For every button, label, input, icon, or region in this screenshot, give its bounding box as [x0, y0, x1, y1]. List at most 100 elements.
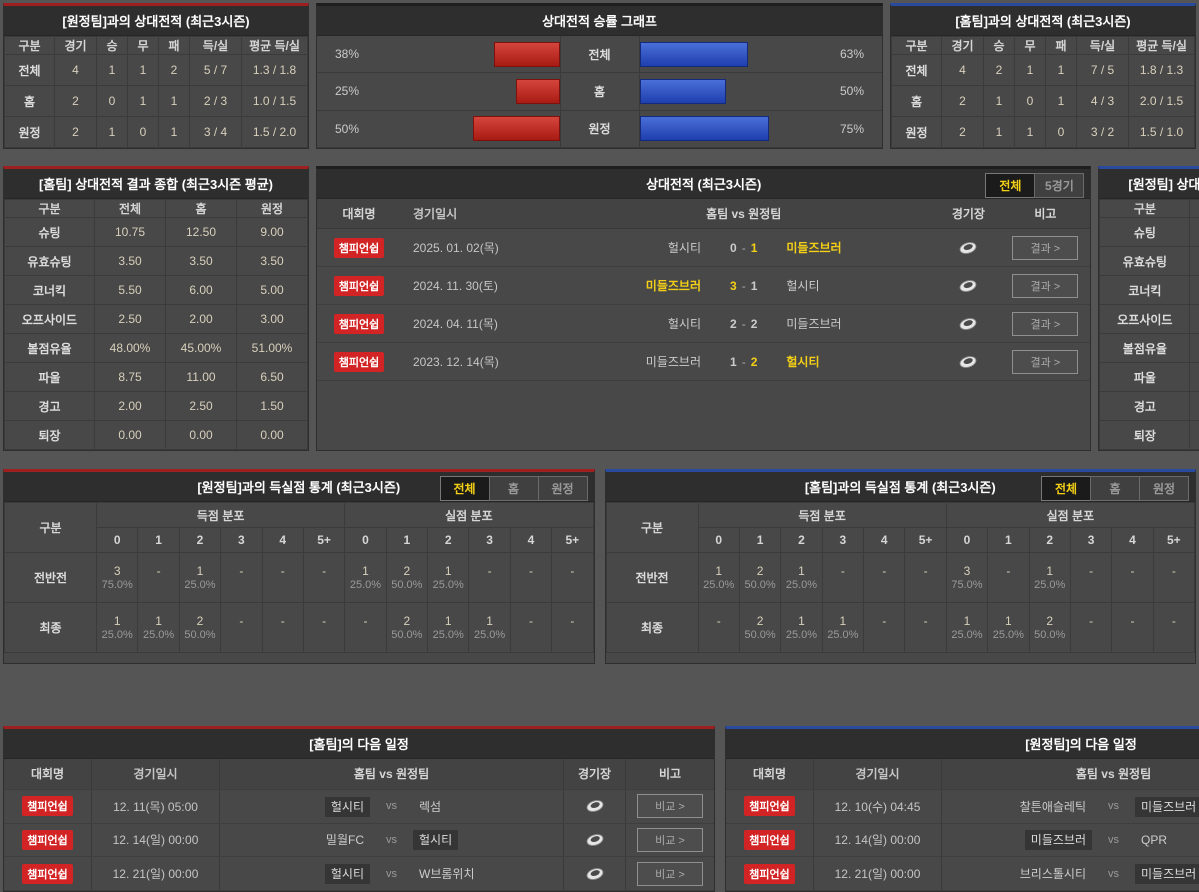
- stadium-icon[interactable]: [585, 867, 605, 881]
- compare-button[interactable]: 비교 >: [637, 861, 703, 886]
- percent: [1112, 579, 1152, 592]
- percent: [469, 579, 509, 592]
- result-button[interactable]: 결과 >: [1012, 235, 1079, 260]
- result-button[interactable]: 결과 >: [1012, 349, 1079, 374]
- percent: [1154, 579, 1194, 592]
- percent: 75.0%: [951, 578, 983, 591]
- chart-row: 50% 원정 75%: [317, 110, 882, 148]
- cell: 3 75.0%: [95, 552, 139, 603]
- cell: 45.00%: [165, 333, 237, 363]
- table-row: 유효슈팅 3.50 3.50 3.50: [4, 246, 308, 276]
- col-header-league: 대회명: [4, 759, 92, 789]
- row-label: 볼점유율: [4, 333, 95, 363]
- vs-label: vs: [386, 800, 397, 813]
- cell: 1.50: [236, 391, 308, 421]
- cell: 2 50.0%: [385, 552, 429, 603]
- tab-last5[interactable]: 5경기: [1034, 173, 1085, 198]
- bin-header: 4: [862, 527, 906, 553]
- cell: 2.00: [94, 391, 166, 421]
- col-header-venue: 경기장: [951, 207, 985, 221]
- cell: 11.00: [165, 362, 237, 392]
- away-team-name: 미들즈브러: [1135, 864, 1199, 885]
- stadium-icon[interactable]: [585, 833, 605, 847]
- match-row: 챔피언쉽 2024. 11. 30(토) 미들즈브러 3 - 1 헐시티: [317, 267, 1091, 305]
- panel-title: 상대전적 (최근3시즌): [646, 177, 762, 192]
- col-header-date: 경기일시: [814, 759, 942, 789]
- bin-header: 5+: [551, 527, 594, 553]
- schedule-header-row: 대회명 경기일시 홈팀 vs 원정팀 경기장 비고: [4, 759, 714, 790]
- cell: -: [904, 552, 947, 603]
- match-date: 12. 11(목) 05:00: [92, 789, 220, 823]
- tab-all[interactable]: 전체: [985, 173, 1036, 198]
- cell: 4: [54, 54, 97, 86]
- cell: 5.50: [94, 275, 166, 305]
- panel-title: [홈팀] 상대전적 결과 종합 (최근3시즌 평균): [39, 177, 273, 192]
- chart-category-label: 전체: [559, 36, 640, 73]
- row-label: 원정: [4, 116, 55, 148]
- row-label: 코너킥: [4, 275, 95, 305]
- cell: 3 / 2: [1076, 116, 1129, 148]
- league-cell: 챔피언쉽: [317, 275, 401, 296]
- away-score: 1: [750, 278, 758, 293]
- stadium-icon[interactable]: [958, 279, 978, 293]
- count: 1: [444, 613, 452, 628]
- bin-header: 2: [178, 527, 222, 553]
- row-label: 전반전: [4, 552, 97, 603]
- col-header: 경기: [941, 36, 984, 55]
- tab-away[interactable]: 원정: [537, 476, 588, 501]
- cell: 3 75.0%: [945, 552, 989, 603]
- right-percent-label: 50%: [839, 84, 864, 99]
- winrate-chart: 38% 전체 63%: [317, 36, 882, 148]
- table-row: 퇴장 0.00 0.00 0.00: [1099, 420, 1199, 450]
- away-team-cell: 헐시티: [786, 353, 936, 370]
- compare-button[interactable]: 비교 >: [637, 794, 703, 819]
- col-header-note: 비고: [1034, 207, 1057, 221]
- stadium-icon[interactable]: [958, 355, 978, 369]
- cell: -: [697, 602, 740, 653]
- stadium-icon[interactable]: [958, 317, 978, 331]
- bins-header-row: 0 1 2 3 4 5+ 0 1 2 3 4 5+: [5, 527, 594, 553]
- match-date: 12. 14(일) 00:00: [814, 823, 942, 857]
- tab-home[interactable]: 홈: [1090, 476, 1140, 501]
- stadium-icon[interactable]: [585, 799, 605, 813]
- stadium-icon[interactable]: [958, 241, 978, 255]
- league-badge: 챔피언쉽: [22, 829, 73, 850]
- cell: 1: [1014, 54, 1046, 86]
- result-button[interactable]: 결과 >: [1012, 273, 1079, 298]
- panel-header: [홈팀]과의 상대전적 (최근3시즌): [891, 6, 1195, 36]
- count: 1: [839, 613, 847, 628]
- tab-away[interactable]: 원정: [1139, 476, 1189, 501]
- row-label: 홈: [4, 85, 55, 117]
- left-percent-label: 38%: [335, 47, 360, 62]
- cell: 1 25.0%: [987, 602, 1030, 653]
- goals-away-table: 구분 득점 분포 실점 분포 0 1 2 3 4 5+ 0 1 2: [4, 502, 594, 653]
- right-bar-track: [639, 41, 813, 67]
- table-row: 볼점유율 52.00% 49.00% 55.00%: [1099, 333, 1199, 363]
- chart-left-cell: 25%: [317, 73, 560, 109]
- h2h-away-table: 구분 경기 승 무 패 득/실 평균 득/실 전체 4 1 1: [4, 36, 308, 148]
- compare-button[interactable]: 비교 >: [637, 827, 703, 852]
- score-separator: -: [741, 278, 746, 293]
- cell: -: [509, 602, 553, 653]
- result-button[interactable]: 결과 >: [1012, 311, 1079, 336]
- tab-all[interactable]: 전체: [439, 476, 490, 501]
- percent: [1071, 579, 1111, 592]
- away-team-name: 미들즈브러: [786, 317, 842, 331]
- count: 1: [1046, 563, 1054, 578]
- home-score: 1: [730, 354, 737, 369]
- col-header: 패: [1045, 36, 1077, 55]
- tab-home[interactable]: 홈: [488, 476, 539, 501]
- away-team-cell: 미들즈브러: [786, 315, 936, 332]
- count: 2: [756, 563, 764, 578]
- cell: 6.50: [236, 362, 308, 392]
- right-bar-track: [639, 78, 813, 104]
- panel-header: [원정팀]의 다음 일정: [726, 729, 1199, 759]
- panel-home-summary: [홈팀] 상대전적 결과 종합 (최근3시즌 평균) 구분 전체 홈 원정 슈팅…: [3, 166, 309, 451]
- away-team-cell: W브롬위치: [413, 865, 563, 882]
- cell: 1 25.0%: [344, 552, 387, 603]
- bin-header: 3: [468, 527, 511, 553]
- cell: 1: [983, 116, 1015, 148]
- cell: -: [220, 552, 263, 603]
- tab-all[interactable]: 전체: [1041, 476, 1091, 501]
- col-header: 구분: [4, 36, 55, 55]
